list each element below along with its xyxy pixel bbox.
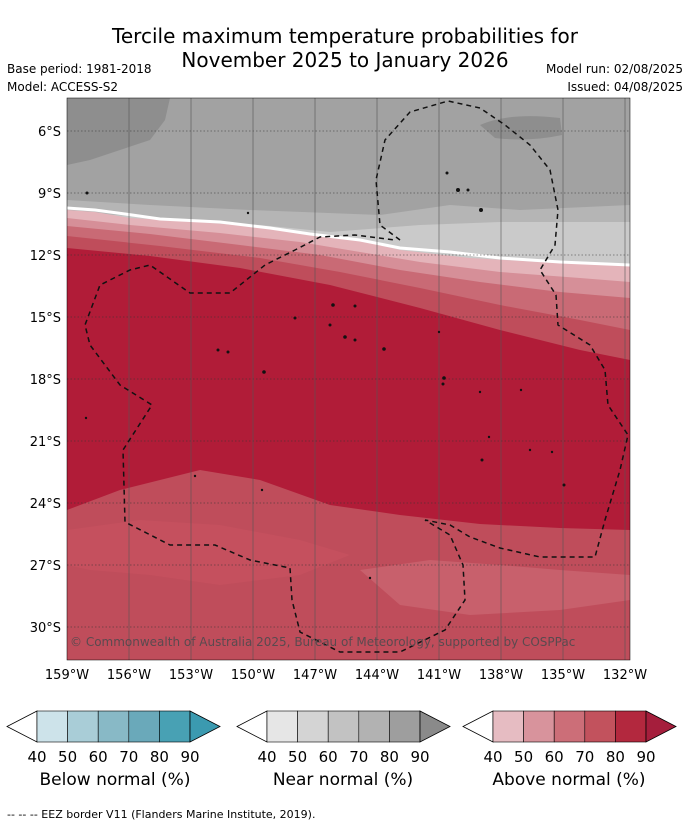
graticule xyxy=(67,130,630,628)
colorbar-segment xyxy=(266,710,298,743)
lat-label: 30°S xyxy=(30,621,61,636)
colorbar-tick: 80 xyxy=(380,748,399,766)
near-normal-title: Near normal (%) xyxy=(272,770,414,790)
colorbar-tick: 60 xyxy=(545,748,564,766)
colorbar-tick: 90 xyxy=(410,748,429,766)
colorbar-tick: 90 xyxy=(180,748,199,766)
colorbar-lower-extend xyxy=(6,710,38,743)
colorbar-segment xyxy=(553,710,586,743)
colorbar-tick: 90 xyxy=(636,748,655,766)
map-title: Tercile maximum temperature probabilitie… xyxy=(0,24,690,72)
below-normal-title: Below normal (%) xyxy=(39,770,191,790)
colorbar-upper-extend xyxy=(645,710,677,743)
colorbar-tick: 50 xyxy=(288,748,307,766)
colorbar-segment xyxy=(128,710,160,743)
map-frame xyxy=(66,97,631,661)
lon-label: 156°W xyxy=(107,668,151,683)
colorbar-segment xyxy=(159,710,191,743)
longitude-labels: 159°W 156°W 153°W 150°W 147°W 144°W 141°W 138°W… xyxy=(45,668,647,683)
lon-label: 147°W xyxy=(293,668,337,683)
colorbar-tick: 40 xyxy=(483,748,502,766)
eez-border xyxy=(84,100,629,653)
lon-label: 132°W xyxy=(603,668,647,683)
above-normal-70-south-region xyxy=(360,560,630,615)
copyright-text: © Commonwealth of Australia 2025, Bureau… xyxy=(70,635,575,649)
lon-label: 159°W xyxy=(45,668,89,683)
model-run: Model run: 02/08/2025 xyxy=(545,62,683,76)
colorbars: 40 50 60 70 80 90 40 50 60 70 80 90 40 50 60 70 80 90 xyxy=(6,710,677,766)
colorbar-segment xyxy=(327,710,360,743)
lat-label: 21°S xyxy=(30,435,61,450)
title-line-2: November 2025 to January 2026 xyxy=(181,48,509,72)
latitude-labels: 6°S 9°S 12°S 15°S 18°S 21°S 24°S 27°S 30°S xyxy=(30,125,61,636)
colorbar-lower-extend xyxy=(462,710,494,743)
colorbar: 40 50 60 70 80 90 xyxy=(6,710,221,766)
colorbar: 40 50 60 70 80 90 xyxy=(462,710,677,766)
colorbar-upper-extend xyxy=(419,710,451,743)
colorbar: 40 50 60 70 80 90 xyxy=(236,710,451,766)
colorbar-segment xyxy=(389,710,421,743)
above-normal-80-south-region xyxy=(67,520,350,585)
lat-label: 6°S xyxy=(38,125,61,140)
colorbar-tick: 70 xyxy=(119,748,138,766)
colorbar-lower-extend xyxy=(236,710,268,743)
colorbar-segment xyxy=(615,710,647,743)
lon-label: 144°W xyxy=(355,668,399,683)
colorbar-segment xyxy=(584,710,616,743)
lat-label: 27°S xyxy=(30,559,61,574)
colorbar-tick: 70 xyxy=(575,748,594,766)
lat-label: 15°S xyxy=(30,311,61,326)
colorbar-upper-extend xyxy=(189,710,221,743)
lat-label: 9°S xyxy=(38,187,61,202)
colorbar-segment xyxy=(297,710,329,743)
lon-label: 150°W xyxy=(231,668,275,683)
meta-right: Model run: 02/08/2025 Issued: 04/08/2025 xyxy=(546,60,683,96)
colorbar-tick: 50 xyxy=(58,748,77,766)
model-name: Model: ACCESS-S2 xyxy=(7,80,119,94)
above-normal-90-core xyxy=(67,248,630,530)
colorbar-tick: 40 xyxy=(257,748,276,766)
lat-label: 18°S xyxy=(30,373,61,388)
colorbar-segment xyxy=(36,710,68,743)
near-normal-80-region-west xyxy=(67,98,170,165)
issued-date: Issued: 04/08/2025 xyxy=(567,80,683,94)
category-boundary-line xyxy=(67,206,630,267)
colorbar-segment xyxy=(67,710,99,743)
colorbar-tick: 40 xyxy=(27,748,46,766)
colorbar-tick: 70 xyxy=(349,748,368,766)
lon-label: 135°W xyxy=(541,668,585,683)
eez-legend-footer: -- -- -- EEZ border V11 (Flanders Marine… xyxy=(7,808,316,821)
colorbar-tick: 50 xyxy=(514,748,533,766)
colorbar-tick: 60 xyxy=(319,748,338,766)
colorbar-tick: 60 xyxy=(89,748,108,766)
lat-label: 24°S xyxy=(30,497,61,512)
title-line-1: Tercile maximum temperature probabilitie… xyxy=(112,24,578,48)
lat-label: 12°S xyxy=(30,249,61,264)
base-period: Base period: 1981-2018 xyxy=(7,62,152,76)
colorbar-segment xyxy=(358,710,390,743)
above-normal-title: Above normal (%) xyxy=(492,770,646,790)
colorbar-tick: 80 xyxy=(150,748,169,766)
map-field: © Commonwealth of Australia 2025, Bureau… xyxy=(67,98,630,660)
colorbar-segment xyxy=(97,710,130,743)
lon-label: 153°W xyxy=(169,668,213,683)
lon-label: 141°W xyxy=(417,668,461,683)
colorbar-segment xyxy=(492,710,524,743)
meta-left: Base period: 1981-2018 Model: ACCESS-S2 xyxy=(7,60,152,96)
colorbar-segment xyxy=(523,710,555,743)
colorbar-tick: 80 xyxy=(606,748,625,766)
lon-label: 138°W xyxy=(479,668,523,683)
islands xyxy=(84,171,566,580)
